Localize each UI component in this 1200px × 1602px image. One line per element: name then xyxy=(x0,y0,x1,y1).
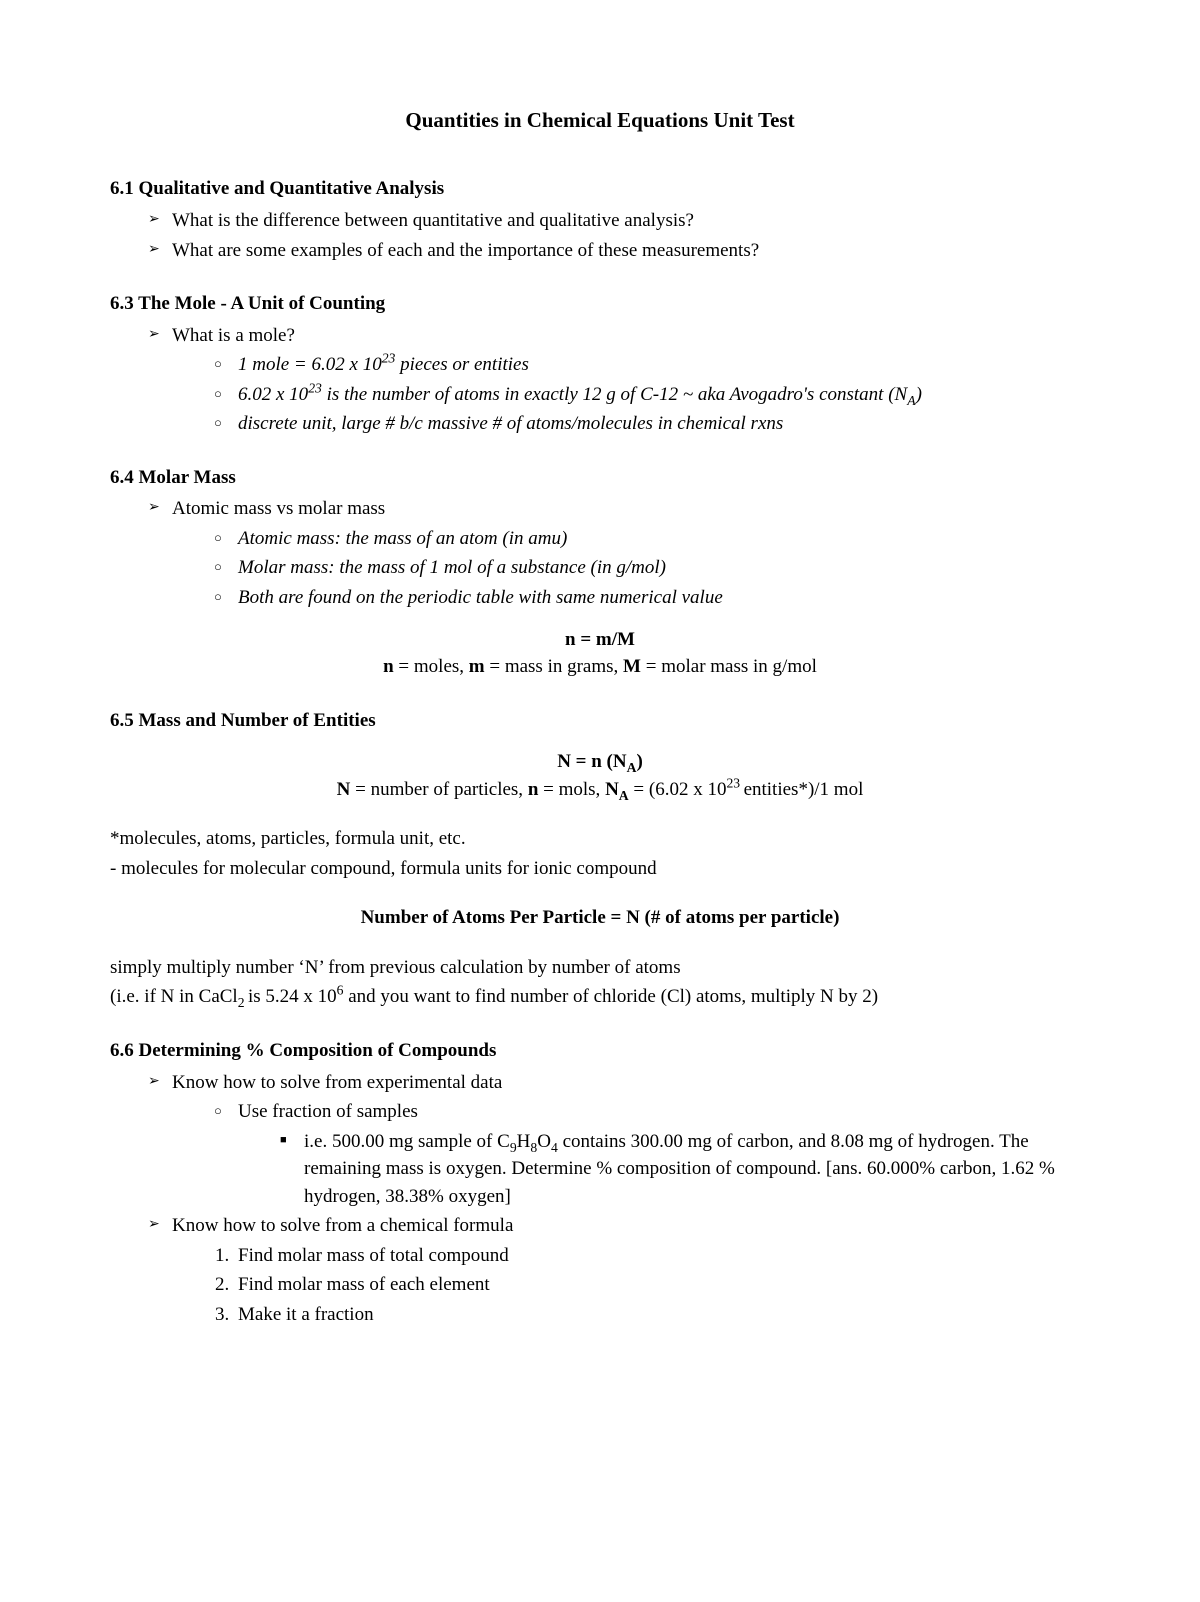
formula-n-m-M: n = m/M n = moles, m = mass in grams, M … xyxy=(110,626,1090,681)
sub-list: 1 mole = 6.02 x 1023 pieces or entities … xyxy=(172,351,1090,438)
list-item: What is the difference between quantitat… xyxy=(148,207,1090,235)
text-fragment: 1 mole = 6.02 x 10 xyxy=(238,354,382,375)
text-fragment: entities*)/1 mol xyxy=(744,779,864,800)
list-item: Make it a fraction xyxy=(234,1301,1090,1329)
formula-atoms-per-particle: Number of Atoms Per Particle = N (# of a… xyxy=(110,904,1090,932)
formula-N-n-NA: N = n (NA) N = number of particles, n = … xyxy=(110,748,1090,803)
text-fragment: = moles, xyxy=(394,656,469,677)
list-text: Molar mass: the mass of 1 mol of a subst… xyxy=(238,557,666,578)
subscript: 9 xyxy=(510,1139,517,1154)
var-M: M xyxy=(623,656,641,677)
sub-list: Use fraction of samples i.e. 500.00 mg s… xyxy=(172,1098,1090,1210)
list-text: What is the difference between quantitat… xyxy=(172,210,694,231)
explain-2: (i.e. if N in CaCl2 is 5.24 x 106 and yo… xyxy=(110,983,1090,1011)
section-6-6-heading: 6.6 Determining % Composition of Compoun… xyxy=(110,1037,1090,1065)
var-m: m xyxy=(469,656,485,677)
list-item: What are some examples of each and the i… xyxy=(148,237,1090,265)
superscript: 6 xyxy=(337,983,344,998)
subscript: 2 xyxy=(238,995,248,1010)
superscript: 23 xyxy=(382,351,396,366)
footnote-2: - molecules for molecular compound, form… xyxy=(110,855,1090,883)
section-6-6-list-2: Know how to solve from a chemical formul… xyxy=(110,1212,1090,1328)
formula-main: N = n (NA) xyxy=(110,748,1090,776)
superscript: 23 xyxy=(308,380,322,395)
section-6-4-list: Atomic mass vs molar mass Atomic mass: t… xyxy=(110,495,1090,611)
text-fragment: ) xyxy=(916,384,922,405)
section-6-4-heading: 6.4 Molar Mass xyxy=(110,464,1090,492)
footnote-1: *molecules, atoms, particles, formula un… xyxy=(110,825,1090,853)
text-fragment: = molar mass in g/mol xyxy=(641,656,817,677)
list-text: Find molar mass of total compound xyxy=(238,1245,509,1266)
var-n: n xyxy=(383,656,394,677)
list-text: Atomic mass: the mass of an atom (in amu… xyxy=(238,528,567,549)
section-6-3-list: What is a mole? 1 mole = 6.02 x 1023 pie… xyxy=(110,322,1090,438)
list-item: Know how to solve from experimental data… xyxy=(148,1069,1090,1211)
list-item: Find molar mass of total compound xyxy=(234,1242,1090,1270)
list-item: Both are found on the periodic table wit… xyxy=(214,584,1090,612)
list-item: Find molar mass of each element xyxy=(234,1271,1090,1299)
subscript: A xyxy=(619,788,629,803)
subscript: 4 xyxy=(551,1139,558,1154)
list-item: 1 mole = 6.02 x 1023 pieces or entities xyxy=(214,351,1090,379)
section-6-1-heading: 6.1 Qualitative and Quantitative Analysi… xyxy=(110,175,1090,203)
section-6-5-heading: 6.5 Mass and Number of Entities xyxy=(110,707,1090,735)
subscript: A xyxy=(907,393,915,408)
list-text: What are some examples of each and the i… xyxy=(172,240,759,261)
list-item: What is a mole? 1 mole = 6.02 x 1023 pie… xyxy=(148,322,1090,438)
formula-legend: N = number of particles, n = mols, NA = … xyxy=(110,776,1090,804)
text-fragment: ) xyxy=(636,751,642,772)
list-text: Know how to solve from a chemical formul… xyxy=(172,1215,513,1236)
list-text: Both are found on the periodic table wit… xyxy=(238,587,723,608)
text-fragment: = number of particles, xyxy=(350,779,527,800)
sub-sub-list: i.e. 500.00 mg sample of C9H8O4 contains… xyxy=(238,1128,1090,1211)
text-fragment: N = n (N xyxy=(557,751,626,772)
formula-legend: n = moles, m = mass in grams, M = molar … xyxy=(110,653,1090,681)
subscript: A xyxy=(627,760,637,775)
text-fragment: H xyxy=(517,1131,531,1152)
list-text: Atomic mass vs molar mass xyxy=(172,498,385,519)
text-fragment: i.e. 500.00 mg sample of C xyxy=(304,1131,510,1152)
text-fragment: = (6.02 x 10 xyxy=(629,779,727,800)
list-item: Know how to solve from a chemical formul… xyxy=(148,1212,1090,1328)
text-fragment: is 5.24 x 10 xyxy=(248,986,337,1007)
section-6-3-heading: 6.3 The Mole - A Unit of Counting xyxy=(110,290,1090,318)
list-text: What is a mole? xyxy=(172,325,295,346)
list-text: Know how to solve from experimental data xyxy=(172,1072,502,1093)
text-fragment: and you want to find number of chloride … xyxy=(344,986,879,1007)
formula-main: n = m/M xyxy=(110,626,1090,654)
explain-1: simply multiply number ‘N’ from previous… xyxy=(110,954,1090,982)
document-title: Quantities in Chemical Equations Unit Te… xyxy=(110,105,1090,135)
list-text: Use fraction of samples xyxy=(238,1101,418,1122)
text-fragment: 6.02 x 10 xyxy=(238,384,308,405)
list-item: 6.02 x 1023 is the number of atoms in ex… xyxy=(214,381,1090,409)
list-item: discrete unit, large # b/c massive # of … xyxy=(214,410,1090,438)
text-fragment: (i.e. if N in CaCl xyxy=(110,986,238,1007)
text-fragment: N xyxy=(605,779,619,800)
list-text: Make it a fraction xyxy=(238,1304,374,1325)
text-fragment: pieces or entities xyxy=(395,354,529,375)
text-fragment: = mass in grams, xyxy=(485,656,623,677)
section-6-1-list: What is the difference between quantitat… xyxy=(110,207,1090,264)
list-item: Atomic mass: the mass of an atom (in amu… xyxy=(214,525,1090,553)
var-n: n xyxy=(528,779,539,800)
list-text: discrete unit, large # b/c massive # of … xyxy=(238,413,783,434)
list-item: Molar mass: the mass of 1 mol of a subst… xyxy=(214,554,1090,582)
list-item: i.e. 500.00 mg sample of C9H8O4 contains… xyxy=(280,1128,1090,1211)
list-item: Use fraction of samples i.e. 500.00 mg s… xyxy=(214,1098,1090,1210)
text-fragment: is the number of atoms in exactly 12 g o… xyxy=(322,384,907,405)
section-6-6-list: Know how to solve from experimental data… xyxy=(110,1069,1090,1211)
numbered-list: Find molar mass of total compound Find m… xyxy=(172,1242,1090,1329)
list-text: Find molar mass of each element xyxy=(238,1274,490,1295)
text-fragment: O xyxy=(537,1131,551,1152)
document-page: Quantities in Chemical Equations Unit Te… xyxy=(0,0,1200,1602)
var-N: N xyxy=(337,779,351,800)
sub-list: Atomic mass: the mass of an atom (in amu… xyxy=(172,525,1090,612)
list-item: Atomic mass vs molar mass Atomic mass: t… xyxy=(148,495,1090,611)
text-fragment: = mols, xyxy=(538,779,605,800)
var-NA: NA xyxy=(605,779,629,800)
superscript: 23 xyxy=(726,775,743,790)
